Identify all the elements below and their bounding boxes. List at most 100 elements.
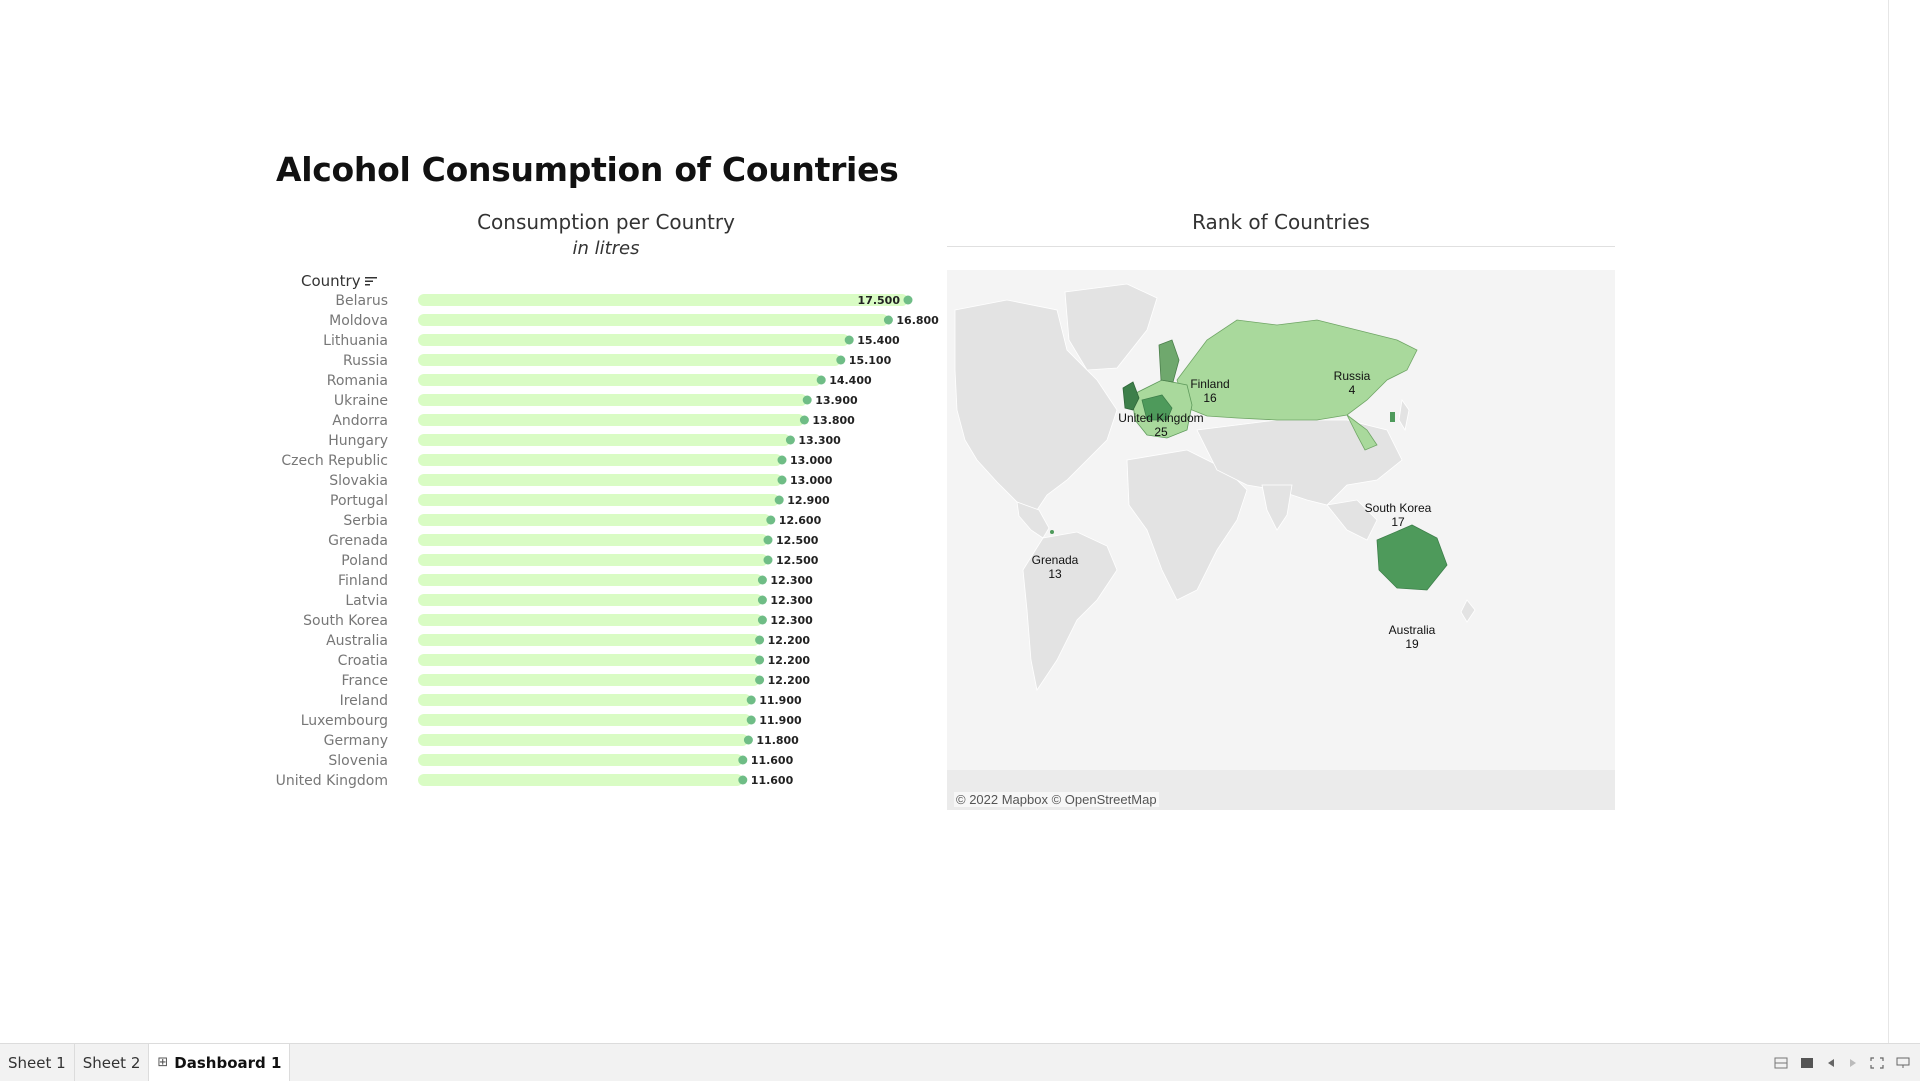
consumption-dot[interactable] bbox=[766, 515, 776, 525]
country-header-label: Country bbox=[301, 272, 361, 290]
tab-sheet-2[interactable]: Sheet 2 bbox=[75, 1044, 150, 1081]
value-label: 11.800 bbox=[756, 734, 799, 747]
value-label: 11.600 bbox=[751, 774, 794, 787]
consumption-dot[interactable] bbox=[785, 435, 795, 445]
consumption-dot[interactable] bbox=[746, 695, 756, 705]
consumption-bar[interactable] bbox=[418, 454, 782, 466]
map-label-russia-rank: 4 bbox=[1349, 383, 1356, 397]
map-attribution[interactable]: © 2022 Mapbox © OpenStreetMap bbox=[954, 792, 1159, 807]
tab-sheet-1-label: Sheet 1 bbox=[8, 1053, 66, 1072]
consumption-bar[interactable] bbox=[418, 634, 760, 646]
consumption-bar[interactable] bbox=[418, 554, 768, 566]
consumption-dot[interactable] bbox=[799, 415, 809, 425]
consumption-bar[interactable] bbox=[418, 334, 850, 346]
consumption-bar[interactable] bbox=[418, 754, 743, 766]
consumption-dot[interactable] bbox=[755, 655, 765, 665]
consumption-dot[interactable] bbox=[755, 675, 765, 685]
consumption-bar[interactable] bbox=[418, 474, 782, 486]
consumption-bar[interactable] bbox=[418, 414, 805, 426]
consumption-dot[interactable] bbox=[755, 635, 765, 645]
map-label-south-korea-name: South Korea bbox=[1365, 501, 1432, 515]
next-icon[interactable] bbox=[1848, 1057, 1858, 1069]
consumption-bar[interactable] bbox=[418, 654, 760, 666]
map-label-finland-rank: 16 bbox=[1203, 391, 1217, 405]
consumption-bar[interactable] bbox=[418, 574, 763, 586]
russia-far-east-shape bbox=[1346, 414, 1378, 451]
consumption-dot[interactable] bbox=[774, 495, 784, 505]
consumption-bar[interactable] bbox=[418, 734, 749, 746]
map-label-grenada-rank: 13 bbox=[1048, 567, 1062, 581]
vertical-scrollbar[interactable] bbox=[1888, 0, 1920, 1043]
consumption-bar[interactable] bbox=[418, 374, 822, 386]
greenland-shape bbox=[1064, 283, 1158, 371]
consumption-dot[interactable] bbox=[816, 375, 826, 385]
consumption-dot[interactable] bbox=[802, 395, 812, 405]
consumption-bar[interactable] bbox=[418, 694, 752, 706]
consumption-dot[interactable] bbox=[883, 315, 893, 325]
tab-sheet-1[interactable]: Sheet 1 bbox=[0, 1044, 75, 1081]
map-canvas[interactable]: Russia 4 Finland 16 United Kingdom 25 So… bbox=[947, 270, 1615, 810]
consumption-dot[interactable] bbox=[836, 355, 846, 365]
consumption-dot[interactable] bbox=[763, 555, 773, 565]
country-label: Romania bbox=[327, 373, 388, 389]
consumption-bar[interactable] bbox=[418, 674, 760, 686]
tab-dashboard-1[interactable]: ⊞ Dashboard 1 bbox=[149, 1044, 291, 1081]
consumption-dot[interactable] bbox=[738, 755, 748, 765]
consumption-dot[interactable] bbox=[777, 455, 787, 465]
value-label: 13.300 bbox=[798, 434, 841, 447]
value-label: 12.300 bbox=[770, 594, 813, 607]
country-label: Czech Republic bbox=[281, 453, 388, 469]
consumption-bar[interactable] bbox=[418, 494, 780, 506]
consumption-bar[interactable] bbox=[418, 614, 763, 626]
value-label: 14.400 bbox=[829, 374, 872, 387]
consumption-dot[interactable] bbox=[844, 335, 854, 345]
consumption-bar[interactable] bbox=[418, 394, 808, 406]
map-label-finland-name: Finland bbox=[1190, 377, 1229, 391]
map-title: Rank of Countries bbox=[1192, 210, 1370, 234]
consumption-bar[interactable] bbox=[418, 354, 841, 366]
consumption-bar[interactable] bbox=[418, 714, 752, 726]
country-label: Belarus bbox=[335, 293, 388, 309]
russia-shape bbox=[1176, 319, 1418, 421]
consumption-dot[interactable] bbox=[903, 295, 913, 305]
grenada-shape bbox=[1050, 530, 1054, 534]
grid-view-icon[interactable] bbox=[1774, 1057, 1788, 1069]
asia-shape bbox=[1196, 419, 1403, 506]
previous-icon[interactable] bbox=[1826, 1057, 1836, 1069]
country-label: Luxembourg bbox=[301, 713, 388, 729]
consumption-dot[interactable] bbox=[743, 735, 753, 745]
country-label: Andorra bbox=[332, 413, 388, 429]
world-map[interactable]: Russia 4 Finland 16 United Kingdom 25 So… bbox=[947, 270, 1615, 810]
presentation-icon[interactable] bbox=[1896, 1057, 1910, 1069]
consumption-bar[interactable] bbox=[418, 294, 908, 306]
sort-descending-icon[interactable] bbox=[364, 276, 377, 286]
consumption-dot[interactable] bbox=[757, 615, 767, 625]
map-label-uk-name: United Kingdom bbox=[1118, 411, 1203, 425]
consumption-dot[interactable] bbox=[738, 775, 748, 785]
map-label-australia-name: Australia bbox=[1389, 623, 1436, 637]
country-label: France bbox=[341, 673, 388, 689]
south-korea-shape bbox=[1390, 412, 1395, 422]
consumption-bar[interactable] bbox=[418, 594, 763, 606]
consumption-dot[interactable] bbox=[746, 715, 756, 725]
consumption-bar[interactable] bbox=[418, 534, 768, 546]
single-view-icon[interactable] bbox=[1800, 1057, 1814, 1069]
consumption-bar[interactable] bbox=[418, 514, 771, 526]
consumption-dot[interactable] bbox=[757, 575, 767, 585]
consumption-bar-chart[interactable]: Belarus 17.500 Moldova 16.800 Lithuania 15.40… bbox=[260, 290, 960, 800]
consumption-bar[interactable] bbox=[418, 774, 743, 786]
consumption-bar[interactable] bbox=[418, 434, 791, 446]
value-label: 12.900 bbox=[787, 494, 830, 507]
consumption-dot[interactable] bbox=[757, 595, 767, 605]
value-label: 11.900 bbox=[759, 714, 802, 727]
southeast-asia-shape bbox=[1326, 499, 1378, 541]
fullscreen-icon[interactable] bbox=[1870, 1056, 1884, 1069]
country-label: Portugal bbox=[330, 493, 388, 509]
consumption-dot[interactable] bbox=[763, 535, 773, 545]
country-column-header[interactable]: Country bbox=[301, 272, 377, 290]
value-label: 12.200 bbox=[768, 674, 811, 687]
consumption-dot[interactable] bbox=[777, 475, 787, 485]
country-label: South Korea bbox=[303, 613, 388, 629]
consumption-bar[interactable] bbox=[418, 314, 889, 326]
south-america-shape bbox=[1022, 531, 1118, 692]
